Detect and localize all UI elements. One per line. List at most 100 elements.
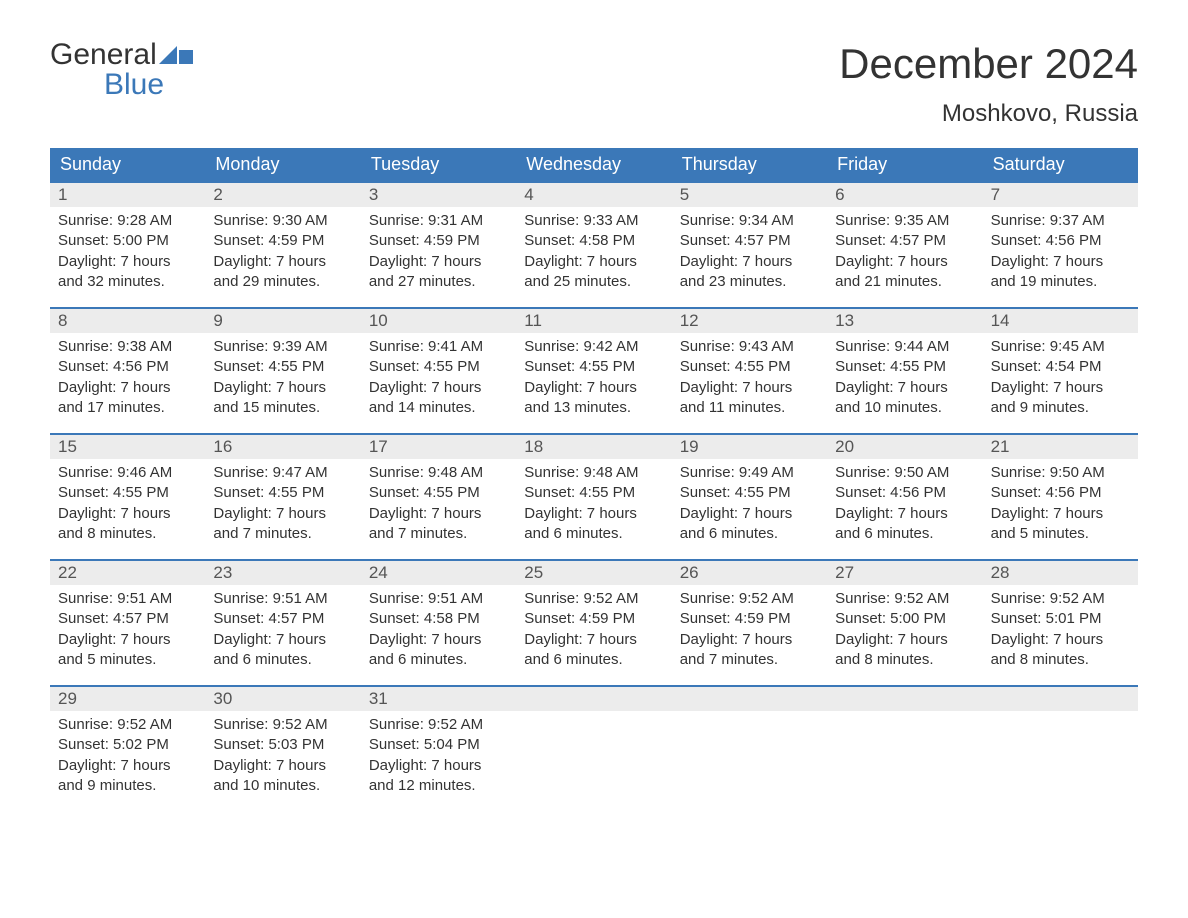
day-d1: Daylight: 7 hours [991, 378, 1130, 398]
day-ss: Sunset: 4:55 PM [213, 483, 352, 503]
day-d2: and 6 minutes. [524, 650, 663, 670]
day-ss: Sunset: 4:57 PM [680, 231, 819, 251]
day-cell: 9Sunrise: 9:39 AMSunset: 4:55 PMDaylight… [205, 309, 360, 429]
day-number: 10 [361, 309, 516, 333]
day-d1: Daylight: 7 hours [680, 630, 819, 650]
day-number: 4 [516, 183, 671, 207]
day-cell: 23Sunrise: 9:51 AMSunset: 4:57 PMDayligh… [205, 561, 360, 681]
day-body: Sunrise: 9:52 AMSunset: 4:59 PMDaylight:… [516, 585, 671, 678]
day-d2: and 14 minutes. [369, 398, 508, 418]
logo-word2: Blue [50, 70, 193, 100]
day-d2: and 10 minutes. [213, 776, 352, 796]
day-d2: and 15 minutes. [213, 398, 352, 418]
day-sr: Sunrise: 9:52 AM [58, 715, 197, 735]
title-block: December 2024 Moshkovo, Russia [839, 40, 1138, 128]
day-body: Sunrise: 9:52 AMSunset: 5:01 PMDaylight:… [983, 585, 1138, 678]
day-body: Sunrise: 9:52 AMSunset: 5:00 PMDaylight:… [827, 585, 982, 678]
day-sr: Sunrise: 9:34 AM [680, 211, 819, 231]
day-body: Sunrise: 9:37 AMSunset: 4:56 PMDaylight:… [983, 207, 1138, 300]
day-ss: Sunset: 4:59 PM [524, 609, 663, 629]
day-d1: Daylight: 7 hours [58, 252, 197, 272]
day-number: 29 [50, 687, 205, 711]
day-d1: Daylight: 7 hours [58, 378, 197, 398]
location: Moshkovo, Russia [839, 100, 1138, 128]
day-ss: Sunset: 4:55 PM [369, 483, 508, 503]
day-cell: 24Sunrise: 9:51 AMSunset: 4:58 PMDayligh… [361, 561, 516, 681]
day-sr: Sunrise: 9:37 AM [991, 211, 1130, 231]
day-ss: Sunset: 4:55 PM [58, 483, 197, 503]
day-cell: 10Sunrise: 9:41 AMSunset: 4:55 PMDayligh… [361, 309, 516, 429]
logo: General Blue [50, 40, 193, 100]
dow-mon: Monday [205, 148, 360, 181]
day-d1: Daylight: 7 hours [213, 504, 352, 524]
day-ss: Sunset: 4:54 PM [991, 357, 1130, 377]
day-body: Sunrise: 9:52 AMSunset: 5:03 PMDaylight:… [205, 711, 360, 804]
day-ss: Sunset: 4:57 PM [58, 609, 197, 629]
day-body: Sunrise: 9:51 AMSunset: 4:57 PMDaylight:… [205, 585, 360, 678]
day-body: Sunrise: 9:49 AMSunset: 4:55 PMDaylight:… [672, 459, 827, 552]
day-cell: 15Sunrise: 9:46 AMSunset: 4:55 PMDayligh… [50, 435, 205, 555]
day-body: Sunrise: 9:42 AMSunset: 4:55 PMDaylight:… [516, 333, 671, 426]
day-d2: and 7 minutes. [369, 524, 508, 544]
week-row: 8Sunrise: 9:38 AMSunset: 4:56 PMDaylight… [50, 307, 1138, 429]
day-ss: Sunset: 5:01 PM [991, 609, 1130, 629]
day-number: 25 [516, 561, 671, 585]
day-cell: 8Sunrise: 9:38 AMSunset: 4:56 PMDaylight… [50, 309, 205, 429]
day-d2: and 8 minutes. [991, 650, 1130, 670]
day-number: 2 [205, 183, 360, 207]
dow-fri: Friday [827, 148, 982, 181]
day-sr: Sunrise: 9:50 AM [835, 463, 974, 483]
day-d2: and 23 minutes. [680, 272, 819, 292]
day-d2: and 21 minutes. [835, 272, 974, 292]
day-sr: Sunrise: 9:28 AM [58, 211, 197, 231]
day-d2: and 6 minutes. [680, 524, 819, 544]
day-ss: Sunset: 4:59 PM [680, 609, 819, 629]
day-number [672, 687, 827, 711]
day-d1: Daylight: 7 hours [524, 252, 663, 272]
day-cell: 31Sunrise: 9:52 AMSunset: 5:04 PMDayligh… [361, 687, 516, 807]
day-body: Sunrise: 9:44 AMSunset: 4:55 PMDaylight:… [827, 333, 982, 426]
day-number: 22 [50, 561, 205, 585]
day-cell: 2Sunrise: 9:30 AMSunset: 4:59 PMDaylight… [205, 183, 360, 303]
day-d2: and 9 minutes. [991, 398, 1130, 418]
day-d1: Daylight: 7 hours [680, 252, 819, 272]
day-d2: and 8 minutes. [58, 524, 197, 544]
day-d2: and 5 minutes. [991, 524, 1130, 544]
day-d1: Daylight: 7 hours [369, 504, 508, 524]
day-ss: Sunset: 5:00 PM [58, 231, 197, 251]
logo-icon [159, 40, 193, 70]
day-d1: Daylight: 7 hours [680, 504, 819, 524]
day-cell: 18Sunrise: 9:48 AMSunset: 4:55 PMDayligh… [516, 435, 671, 555]
day-cell: 26Sunrise: 9:52 AMSunset: 4:59 PMDayligh… [672, 561, 827, 681]
day-body: Sunrise: 9:30 AMSunset: 4:59 PMDaylight:… [205, 207, 360, 300]
dow-tue: Tuesday [361, 148, 516, 181]
day-cell [827, 687, 982, 807]
day-ss: Sunset: 4:58 PM [369, 609, 508, 629]
day-number: 11 [516, 309, 671, 333]
day-number: 30 [205, 687, 360, 711]
day-number: 17 [361, 435, 516, 459]
day-sr: Sunrise: 9:48 AM [524, 463, 663, 483]
day-number [827, 687, 982, 711]
day-d2: and 10 minutes. [835, 398, 974, 418]
day-sr: Sunrise: 9:51 AM [213, 589, 352, 609]
day-number: 31 [361, 687, 516, 711]
day-number: 20 [827, 435, 982, 459]
day-d1: Daylight: 7 hours [524, 504, 663, 524]
day-d2: and 5 minutes. [58, 650, 197, 670]
day-cell: 29Sunrise: 9:52 AMSunset: 5:02 PMDayligh… [50, 687, 205, 807]
day-sr: Sunrise: 9:33 AM [524, 211, 663, 231]
day-d2: and 8 minutes. [835, 650, 974, 670]
day-sr: Sunrise: 9:52 AM [991, 589, 1130, 609]
dow-sat: Saturday [983, 148, 1138, 181]
day-d1: Daylight: 7 hours [835, 378, 974, 398]
day-sr: Sunrise: 9:52 AM [369, 715, 508, 735]
day-cell: 21Sunrise: 9:50 AMSunset: 4:56 PMDayligh… [983, 435, 1138, 555]
day-sr: Sunrise: 9:49 AM [680, 463, 819, 483]
day-d2: and 9 minutes. [58, 776, 197, 796]
day-cell: 25Sunrise: 9:52 AMSunset: 4:59 PMDayligh… [516, 561, 671, 681]
day-d1: Daylight: 7 hours [991, 252, 1130, 272]
day-cell: 4Sunrise: 9:33 AMSunset: 4:58 PMDaylight… [516, 183, 671, 303]
day-d1: Daylight: 7 hours [991, 504, 1130, 524]
day-body: Sunrise: 9:52 AMSunset: 5:04 PMDaylight:… [361, 711, 516, 804]
